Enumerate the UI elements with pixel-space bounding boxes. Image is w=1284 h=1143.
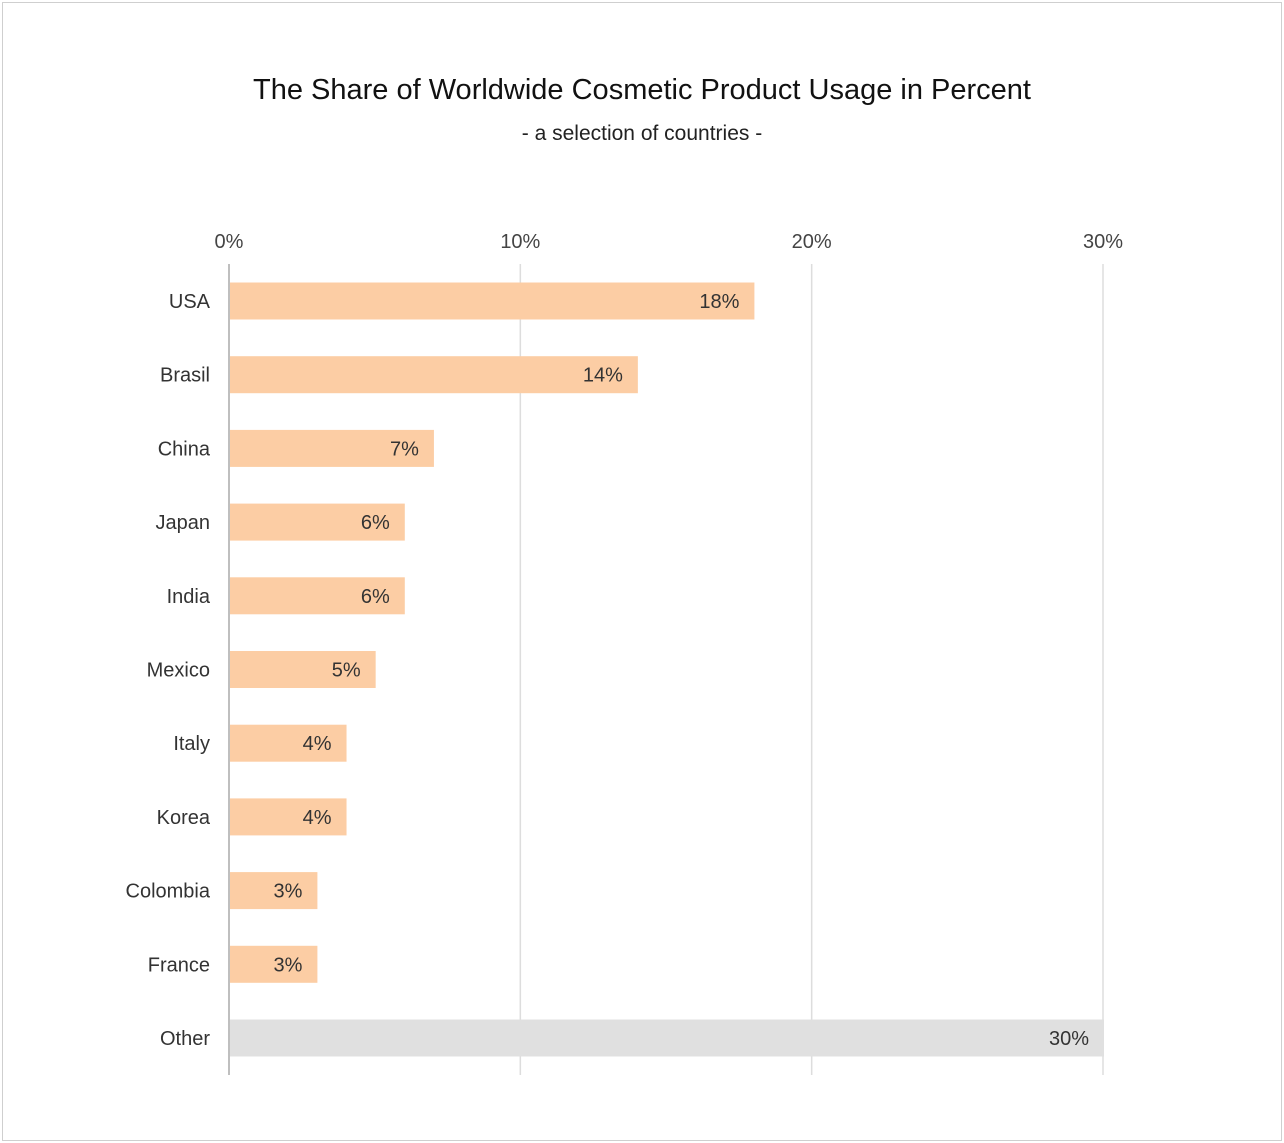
bar bbox=[230, 945, 318, 983]
bar bbox=[230, 503, 405, 541]
category-label: Mexico bbox=[147, 660, 210, 682]
bar bbox=[230, 798, 347, 836]
category-label: France bbox=[148, 954, 210, 976]
bar bbox=[230, 1019, 1104, 1057]
bar-value-label: 5% bbox=[332, 660, 361, 682]
category-labels: USA Brasil China Japan India Mexico Italy Korea… bbox=[126, 291, 211, 1050]
chart-title: The Share of Worldwide Cosmetic Product … bbox=[253, 74, 1031, 106]
bar bbox=[230, 577, 405, 615]
bar-value-label: 14% bbox=[583, 365, 623, 387]
category-label: Brasil bbox=[160, 365, 210, 387]
category-label: Japan bbox=[156, 512, 211, 534]
bar-value-label: 3% bbox=[273, 881, 302, 903]
bar-value-label: 18% bbox=[699, 291, 739, 313]
category-label: Italy bbox=[173, 733, 210, 755]
bar-value-label: 6% bbox=[361, 512, 390, 534]
category-label: USA bbox=[169, 291, 211, 313]
x-tick-label: 10% bbox=[500, 231, 540, 253]
bar-value-label: 30% bbox=[1049, 1028, 1089, 1050]
bar-value-label: 4% bbox=[303, 733, 332, 755]
bar bbox=[230, 651, 376, 688]
bar bbox=[230, 872, 318, 910]
bar bbox=[230, 724, 347, 762]
bar bbox=[230, 429, 434, 467]
bar bbox=[230, 282, 755, 320]
bar-value-label: 4% bbox=[303, 807, 332, 829]
category-label: China bbox=[158, 438, 211, 460]
category-label: Other bbox=[160, 1028, 210, 1050]
bars: 18% 14% 7% 6% 6% 5% 4% 4% 3% 3% 30% bbox=[230, 282, 1104, 1057]
category-label: Colombia bbox=[126, 881, 211, 903]
x-axis-ticks: 0% 10% 20% 30% bbox=[215, 231, 1124, 253]
bar-value-label: 7% bbox=[390, 438, 419, 460]
bar-value-label: 3% bbox=[273, 954, 302, 976]
chart-subtitle: - a selection of countries - bbox=[521, 122, 763, 145]
x-tick-label: 30% bbox=[1083, 231, 1123, 253]
gridlines bbox=[519, 264, 1104, 1075]
category-label: India bbox=[167, 586, 211, 608]
bar-value-label: 6% bbox=[361, 586, 390, 608]
x-tick-label: 20% bbox=[792, 231, 832, 253]
bar bbox=[230, 356, 638, 394]
x-tick-label: 0% bbox=[215, 231, 244, 253]
category-label: Korea bbox=[157, 807, 211, 829]
